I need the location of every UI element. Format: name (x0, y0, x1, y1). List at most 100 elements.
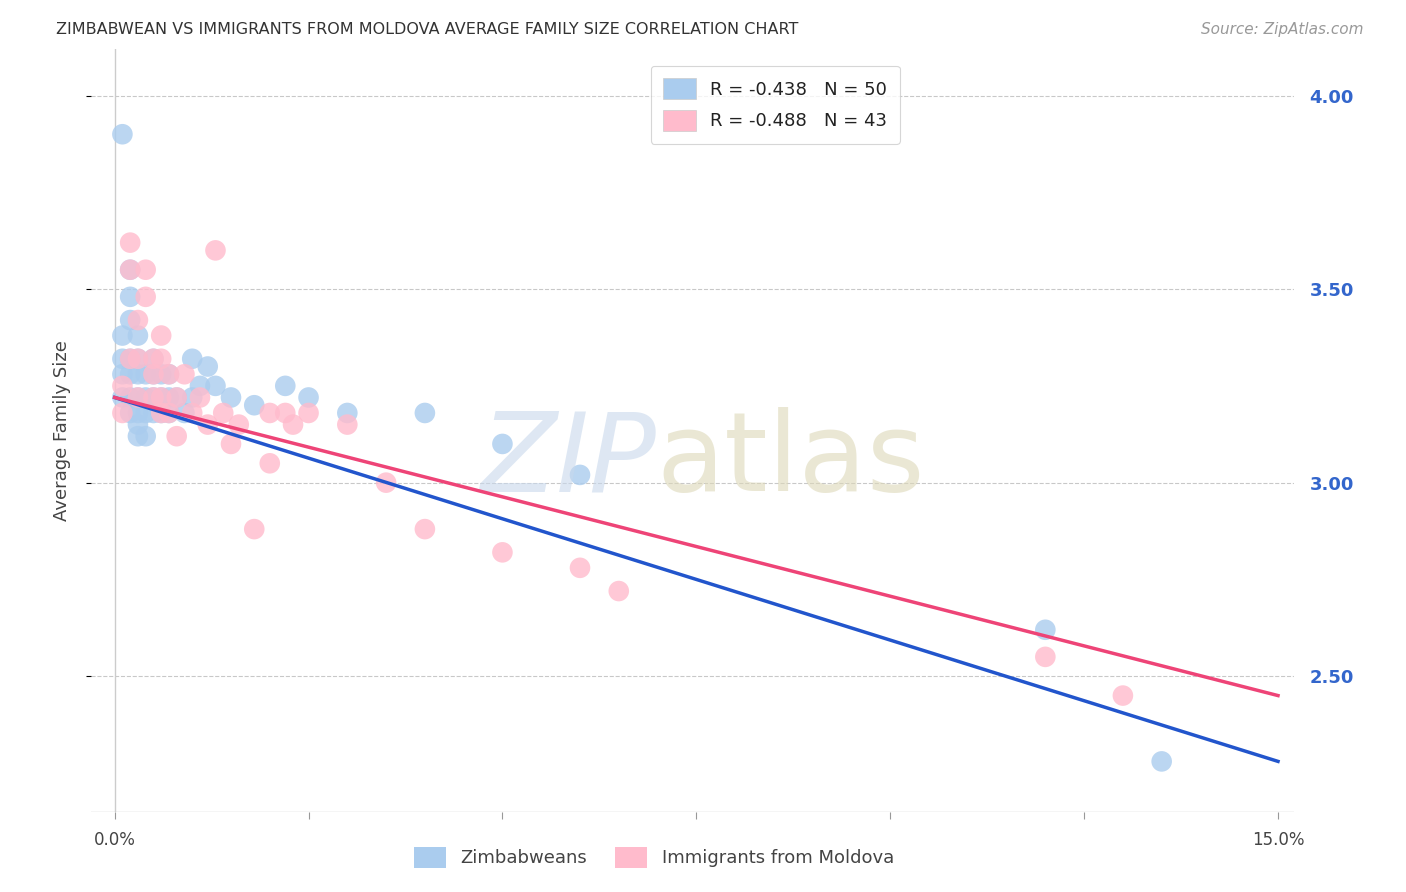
Text: Source: ZipAtlas.com: Source: ZipAtlas.com (1201, 22, 1364, 37)
Point (188, 391, 211, 405)
Point (243, 522, 266, 536)
Text: ZIP: ZIP (481, 408, 657, 515)
Point (181, 351, 204, 366)
Point (150, 328, 173, 343)
Point (197, 359, 219, 374)
Point (336, 406, 359, 420)
Point (111, 127, 134, 141)
Point (150, 391, 173, 405)
Legend: Zimbabweans, Immigrants from Moldova: Zimbabweans, Immigrants from Moldova (404, 836, 904, 879)
Point (142, 391, 165, 405)
Point (111, 328, 134, 343)
Point (142, 391, 165, 405)
Point (142, 368, 165, 382)
Point (607, 584, 630, 599)
Point (127, 391, 149, 405)
Point (281, 417, 304, 432)
Point (1033, 649, 1056, 664)
Point (150, 368, 173, 382)
Text: ZIMBABWEAN VS IMMIGRANTS FROM MOLDOVA AVERAGE FAMILY SIZE CORRELATION CHART: ZIMBABWEAN VS IMMIGRANTS FROM MOLDOVA AV… (56, 22, 799, 37)
Point (259, 406, 281, 420)
Point (212, 406, 235, 420)
Point (120, 391, 142, 405)
Point (491, 545, 513, 559)
Point (274, 379, 297, 393)
Point (127, 429, 149, 443)
Text: 15.0%: 15.0% (1251, 831, 1305, 849)
Point (197, 417, 219, 432)
Point (120, 262, 142, 277)
Point (1033, 623, 1056, 637)
Point (204, 244, 226, 258)
Point (150, 391, 173, 405)
Point (150, 406, 173, 420)
Point (127, 351, 149, 366)
Point (219, 391, 242, 405)
Point (1112, 689, 1135, 703)
Point (166, 429, 188, 443)
Point (297, 391, 319, 405)
Point (274, 406, 297, 420)
Point (259, 456, 281, 470)
Point (127, 328, 149, 343)
Point (127, 406, 149, 420)
Point (413, 522, 436, 536)
Point (120, 235, 142, 250)
Point (173, 406, 195, 420)
Point (157, 368, 180, 382)
Point (120, 262, 142, 277)
Point (135, 406, 157, 420)
Point (127, 417, 149, 432)
Text: atlas: atlas (657, 408, 925, 515)
Point (150, 406, 173, 420)
Point (135, 429, 157, 443)
Point (569, 467, 592, 482)
Point (111, 379, 134, 393)
Point (135, 290, 157, 304)
Point (120, 368, 142, 382)
Point (297, 406, 319, 420)
Point (157, 368, 180, 382)
Point (181, 391, 204, 405)
Point (127, 368, 149, 382)
Point (181, 406, 204, 420)
Point (135, 262, 157, 277)
Point (127, 313, 149, 327)
Point (413, 406, 436, 420)
Point (569, 561, 592, 575)
Point (157, 391, 180, 405)
Point (120, 290, 142, 304)
Point (166, 391, 188, 405)
Point (120, 313, 142, 327)
Y-axis label: Average Family Size: Average Family Size (52, 340, 70, 521)
Point (173, 368, 195, 382)
Point (219, 437, 242, 451)
Point (127, 351, 149, 366)
Point (142, 351, 165, 366)
Point (127, 391, 149, 405)
Point (166, 391, 188, 405)
Point (142, 368, 165, 382)
Point (150, 351, 173, 366)
Point (135, 391, 157, 405)
Point (336, 417, 359, 432)
Point (142, 406, 165, 420)
Point (228, 417, 250, 432)
Point (120, 406, 142, 420)
Point (188, 379, 211, 393)
Text: 0.0%: 0.0% (94, 831, 135, 849)
Point (375, 475, 398, 490)
Point (111, 368, 134, 382)
Point (111, 391, 134, 405)
Point (1150, 755, 1173, 769)
Point (135, 368, 157, 382)
Point (243, 398, 266, 412)
Point (120, 351, 142, 366)
Point (142, 351, 165, 366)
Point (111, 351, 134, 366)
Point (120, 351, 142, 366)
Legend: R = -0.438   N = 50, R = -0.488   N = 43: R = -0.438 N = 50, R = -0.488 N = 43 (651, 66, 900, 144)
Point (157, 406, 180, 420)
Point (157, 406, 180, 420)
Point (491, 437, 513, 451)
